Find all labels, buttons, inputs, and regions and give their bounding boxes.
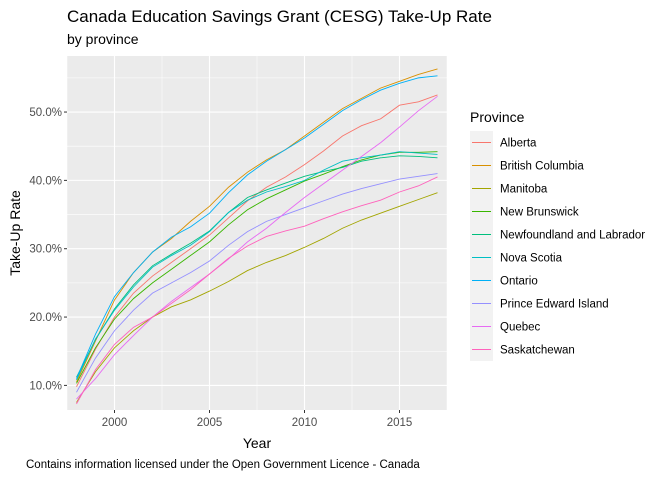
y-tick-label: 40.0% (29, 175, 62, 187)
legend-label: New Brunswick (500, 207, 579, 219)
legend: Province Alberta British Columbia Manitoba… (470, 109, 645, 361)
series-line-prince-edward-island (76, 173, 438, 393)
legend-label: Alberta (500, 138, 537, 150)
legend-label: Manitoba (500, 184, 548, 196)
series-line-manitoba (76, 192, 438, 403)
legend-label: Nova Scotia (500, 253, 563, 265)
legend-title: Province (470, 109, 525, 125)
x-axis-title: Year (243, 435, 272, 451)
x-axis: 2000 2005 2010 2015 (102, 410, 413, 429)
y-tick-label: 50.0% (29, 107, 62, 119)
legend-label: Ontario (500, 276, 538, 288)
legend-items: Alberta British Columbia Manitoba New Bruns… (470, 131, 645, 361)
y-axis-title: Take-Up Rate (7, 190, 23, 276)
chart-caption: Contains information licensed under the … (26, 459, 420, 471)
series-line-quebec (76, 95, 438, 400)
legend-label: Prince Edward Island (500, 299, 609, 311)
series-line-saskatchewan (76, 176, 438, 405)
chart-subtitle: by province (67, 31, 139, 47)
y-tick-label: 20.0% (29, 312, 62, 324)
series-line-nova-scotia (76, 151, 438, 381)
chart-title: Canada Education Savings Grant (CESG) Ta… (67, 7, 492, 26)
major-gridlines (67, 56, 447, 410)
minor-gridlines (66, 56, 448, 410)
y-tick-label: 10.0% (29, 380, 62, 392)
legend-label: Quebec (500, 322, 541, 334)
legend-label: Newfoundland and Labrador (500, 230, 645, 242)
x-tick-label: 2000 (102, 417, 128, 429)
x-tick-label: 2005 (197, 417, 223, 429)
legend-label: British Columbia (500, 161, 584, 173)
series-line-ontario (76, 75, 438, 379)
y-axis: 10.0% 20.0% 30.0% 40.0% 50.0% (29, 107, 67, 392)
legend-label: Saskatchewan (500, 345, 575, 357)
series-line-newfoundland-and-labrador (76, 155, 438, 378)
x-tick-label: 2010 (292, 417, 318, 429)
x-tick-label: 2015 (387, 417, 413, 429)
y-tick-label: 30.0% (29, 244, 62, 256)
series-lines (76, 68, 438, 405)
